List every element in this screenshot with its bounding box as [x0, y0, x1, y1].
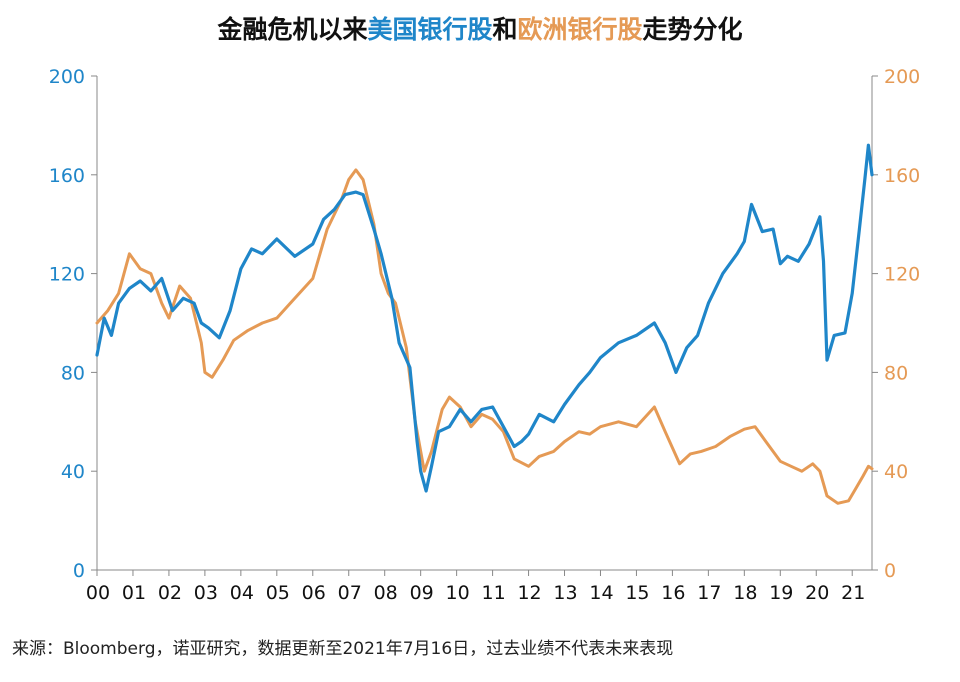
x-tick-label: 21 [841, 582, 865, 604]
x-tick-label: 20 [805, 582, 829, 604]
x-tick-label: 08 [374, 582, 398, 604]
right-y-tick-label: 200 [884, 66, 920, 88]
title-suffix: 走势分化 [642, 15, 743, 44]
x-tick-label: 16 [661, 582, 685, 604]
eu-banks-line [95, 168, 874, 505]
x-tick-label: 19 [769, 582, 793, 604]
x-tick-label: 05 [266, 582, 290, 604]
left-y-tick-label: 40 [61, 461, 85, 483]
x-tick-label: 13 [553, 582, 577, 604]
x-tick-label: 04 [230, 582, 254, 604]
x-tick-label: 03 [194, 582, 218, 604]
title-us-banks: 美国银行股 [367, 15, 493, 44]
x-tick-label: 17 [697, 582, 721, 604]
right-y-tick-label: 40 [884, 461, 908, 483]
x-tick-label: 09 [410, 582, 434, 604]
chart-title: 金融危机以来美国银行股和欧洲银行股走势分化 [0, 10, 960, 46]
x-tick-label: 14 [589, 582, 613, 604]
x-tick-label: 10 [446, 582, 470, 604]
right-y-tick-label: 120 [884, 264, 920, 286]
x-tick-label: 11 [481, 582, 505, 604]
left-y-tick-label: 80 [61, 362, 85, 384]
x-tick-label: 07 [338, 582, 362, 604]
line-chart: 0 40 80 120 160 200 0 40 80 120 160 200 00 01 02 03 04 05… [49, 66, 921, 604]
right-y-tick-label: 160 [884, 165, 920, 187]
title-eu-banks: 欧洲银行股 [517, 15, 643, 44]
title-mid: 和 [492, 15, 518, 44]
left-y-tick-label: 0 [73, 560, 85, 582]
x-tick-label: 12 [517, 582, 541, 604]
source-note: 来源：Bloomberg，诺亚研究，数据更新至2021年7月16日，过去业绩不代… [12, 639, 674, 659]
left-y-tick-label: 200 [49, 66, 85, 88]
x-tick-label: 01 [122, 582, 146, 604]
x-tick-label: 02 [158, 582, 182, 604]
right-y-tick-label: 0 [884, 560, 896, 582]
x-tick-label: 18 [733, 582, 757, 604]
left-y-tick-label: 120 [49, 264, 85, 286]
x-tick-label: 00 [86, 582, 110, 604]
x-tick-label: 15 [625, 582, 649, 604]
left-y-tick-label: 160 [49, 165, 85, 187]
x-tick-label: 06 [302, 582, 326, 604]
right-y-tick-label: 80 [884, 362, 908, 384]
title-prefix: 金融危机以来 [217, 15, 368, 44]
us-banks-line [95, 143, 874, 493]
